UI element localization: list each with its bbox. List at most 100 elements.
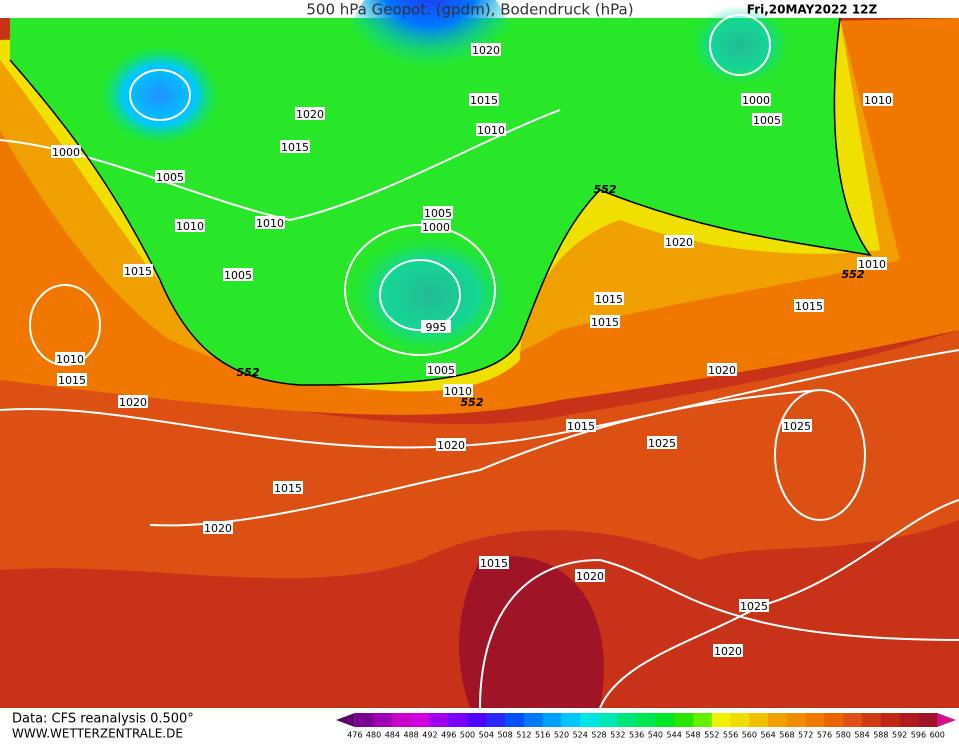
isobar-label: 1015 — [470, 94, 498, 107]
colorbar-swatch — [843, 713, 863, 727]
colorbar-swatch — [655, 713, 675, 727]
colorbar-swatch — [730, 713, 750, 727]
label-box — [566, 419, 596, 432]
contour-label: 552 — [237, 366, 260, 379]
isobar-label: 1000 — [52, 146, 80, 159]
label-box — [118, 395, 148, 408]
colorbar-label: 548 — [685, 731, 700, 740]
colorbar-label: 500 — [460, 731, 475, 740]
colorbar-swatch — [429, 713, 450, 727]
label-box — [123, 264, 153, 277]
colorbar-label: 536 — [629, 731, 644, 740]
colorbar-label: 576 — [817, 731, 832, 740]
colorbar-label: 508 — [497, 731, 512, 740]
colorbar-swatch — [692, 713, 713, 727]
label-box — [707, 363, 737, 376]
isobar-label: 1005 — [224, 269, 252, 282]
label-box — [255, 216, 285, 229]
isobar-label: 1015 — [281, 141, 309, 154]
colorbar-swatch — [862, 713, 882, 727]
label-box — [203, 521, 233, 534]
label-box — [421, 220, 451, 233]
colorbar-label: 552 — [704, 731, 719, 740]
colorbar-swatch — [674, 713, 694, 727]
label-box — [590, 315, 620, 328]
isobar-label: 1010 — [864, 94, 892, 107]
colorbar-arrow — [336, 713, 355, 727]
label-box — [426, 363, 456, 376]
isobar-label: 1010 — [477, 124, 505, 137]
colorbar-swatch — [392, 713, 412, 727]
isobar-label: 1015 — [591, 316, 619, 329]
site-name: WWW.WETTERZENTRALE.DE — [12, 727, 183, 741]
colorbar-label: 484 — [385, 731, 400, 740]
label-box — [857, 257, 887, 270]
colorbar-swatch — [617, 713, 638, 727]
colorbar-swatch — [824, 713, 844, 727]
label-box — [664, 235, 694, 248]
label-box — [421, 320, 451, 333]
map-date: Fri,20MAY2022 12Z — [747, 3, 878, 17]
colorbar-swatch — [448, 713, 469, 727]
colorbar-label: 588 — [873, 731, 888, 740]
isobar-label: 1020 — [714, 645, 742, 658]
colorbar-label: 556 — [723, 731, 738, 740]
colorbar-label: 516 — [535, 731, 550, 740]
isobar-label: 1025 — [740, 600, 768, 613]
colorbar-label: 492 — [422, 731, 437, 740]
colorbar-label: 488 — [404, 731, 419, 740]
isobar-label: 1010 — [858, 258, 886, 271]
isobar-label: 1000 — [422, 221, 450, 234]
isobar-label: 1020 — [472, 44, 500, 57]
label-box — [863, 93, 893, 106]
isobar-label: 1025 — [783, 420, 811, 433]
isobar-label: 1015 — [567, 420, 595, 433]
isobar-label: 1015 — [58, 374, 86, 387]
label-box — [280, 140, 310, 153]
isobar-label: 1020 — [708, 364, 736, 377]
colorbar-label: 512 — [516, 731, 531, 740]
colorbar-swatch — [880, 713, 901, 727]
colorbar-swatch — [749, 713, 769, 727]
label-box — [752, 113, 782, 126]
colorbar-label: 544 — [667, 731, 682, 740]
isobar-label: 1010 — [444, 385, 472, 398]
colorbar-swatch — [467, 713, 487, 727]
isobar-label: 1020 — [665, 236, 693, 249]
label-box — [155, 170, 185, 183]
contour-label: 552 — [461, 396, 484, 409]
colorbar-label: 584 — [854, 731, 869, 740]
colorbar-label: 592 — [892, 731, 907, 740]
isobar-label: 1020 — [296, 108, 324, 121]
isobar-label: 1015 — [795, 300, 823, 313]
isobar-label: 1005 — [753, 114, 781, 127]
colorbar-label: 580 — [836, 731, 851, 740]
isobar-label: 1010 — [256, 217, 284, 230]
label-box — [471, 43, 501, 56]
label-box — [175, 219, 205, 232]
isobar-label: 995 — [426, 321, 447, 334]
isobar-label: 1010 — [176, 220, 204, 233]
label-box — [782, 419, 812, 432]
isobar-label: 1025 — [648, 437, 676, 450]
colorbar-swatch — [918, 713, 938, 727]
isobar-labels: 1020 1015 1020 1015 1010 1000 1005 1010 1010 1005… — [51, 43, 893, 658]
colorbar: 476 480 484 488 492 496 500 504 508 512 516 520 524 5… — [336, 713, 956, 740]
colorbar-label: 596 — [911, 731, 926, 740]
isobar-label: 1015 — [595, 293, 623, 306]
isobar-label: 1015 — [124, 265, 152, 278]
isobar-label: 1020 — [437, 439, 465, 452]
colorbar-swatch — [561, 713, 581, 727]
colorbar-swatch — [411, 713, 431, 727]
colorbar-label: 600 — [930, 731, 945, 740]
isobar-label: 1005 — [427, 364, 455, 377]
label-box — [55, 352, 85, 365]
colorbar-swatch — [523, 713, 544, 727]
contour-label: 552 — [594, 183, 617, 196]
label-box — [423, 206, 453, 219]
isobar-label: 1015 — [480, 557, 508, 570]
colorbar-label: 524 — [573, 731, 588, 740]
isobar-label: 1000 — [742, 94, 770, 107]
colorbar-label: 540 — [648, 731, 663, 740]
